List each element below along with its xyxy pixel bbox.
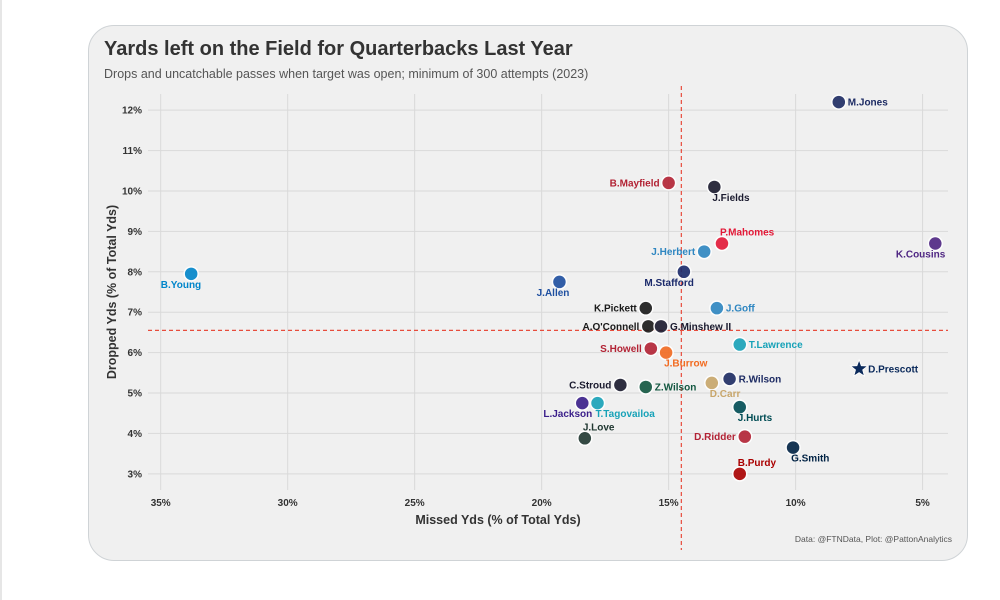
qb-label: J.Love bbox=[583, 422, 615, 433]
qb-label: L.Jackson bbox=[543, 409, 592, 420]
qb-label: K.Cousins bbox=[896, 250, 946, 261]
qb-label: R.Wilson bbox=[739, 374, 782, 385]
x-tick-label: 35% bbox=[151, 498, 171, 509]
chart-subtitle: Drops and uncatchable passes when target… bbox=[104, 67, 589, 81]
qb-label: P.Mahomes bbox=[720, 228, 775, 239]
qb-label: D.Carr bbox=[710, 389, 741, 400]
team-logo-marker bbox=[731, 399, 748, 415]
team-logo-marker bbox=[737, 428, 753, 445]
y-tick-label: 5% bbox=[128, 389, 143, 400]
qb-label: G.Smith bbox=[791, 454, 829, 465]
qb-label: M.Jones bbox=[848, 98, 888, 109]
qb-label: T.Tagovailoa bbox=[596, 409, 656, 420]
qb-label: B.Young bbox=[161, 280, 201, 291]
x-tick-label: 20% bbox=[532, 498, 552, 509]
qb-label: B.Purdy bbox=[738, 458, 777, 469]
team-logo-marker bbox=[577, 430, 593, 447]
y-tick-label: 11% bbox=[123, 146, 143, 157]
qb-label: C.Stroud bbox=[569, 380, 611, 391]
team-logo-marker bbox=[638, 300, 654, 316]
y-tick-label: 8% bbox=[128, 267, 143, 278]
y-tick-label: 7% bbox=[128, 308, 143, 319]
qb-label: T.Lawrence bbox=[749, 340, 803, 351]
x-tick-label: 10% bbox=[786, 498, 806, 509]
qb-label: J.Hurts bbox=[738, 413, 773, 424]
y-tick-label: 10% bbox=[122, 186, 142, 197]
y-tick-label: 12% bbox=[122, 106, 142, 117]
team-logo-marker bbox=[731, 466, 748, 482]
qb-label: B.Mayfield bbox=[610, 178, 660, 189]
chart-title: Yards left on the Field for Quarterbacks… bbox=[104, 38, 573, 60]
y-axis-label: Dropped Yds (% of Total Yds) bbox=[105, 205, 119, 379]
chart-card bbox=[88, 25, 968, 561]
qb-label: D.Ridder bbox=[694, 432, 736, 443]
qb-label: G.Minshew II bbox=[670, 322, 731, 333]
team-logo-star-marker bbox=[849, 358, 869, 378]
x-tick-label: 25% bbox=[405, 498, 425, 509]
team-logo-marker bbox=[676, 264, 692, 280]
team-logo-marker bbox=[785, 439, 801, 456]
x-tick-label: 15% bbox=[659, 498, 679, 509]
team-logo-marker bbox=[704, 375, 720, 391]
team-logo-marker bbox=[653, 318, 669, 335]
qb-label: Z.Wilson bbox=[655, 382, 697, 393]
team-logo-marker bbox=[709, 300, 725, 316]
page-left-edge bbox=[0, 0, 2, 600]
x-tick-label: 5% bbox=[915, 498, 930, 509]
team-logo-marker bbox=[660, 175, 677, 191]
y-tick-label: 6% bbox=[128, 348, 143, 359]
x-axis-label: Missed Yds (% of Total Yds) bbox=[415, 513, 580, 527]
qb-label: J.Herbert bbox=[651, 247, 696, 258]
y-tick-label: 4% bbox=[128, 429, 143, 440]
qb-label: D.Prescott bbox=[868, 364, 919, 375]
team-logo-marker bbox=[638, 379, 654, 395]
qb-label: M.Stafford bbox=[644, 278, 693, 289]
qb-label: J.Burrow bbox=[664, 359, 708, 370]
x-tick-label: 30% bbox=[278, 498, 298, 509]
team-logo-marker bbox=[831, 94, 847, 110]
team-logo-marker bbox=[714, 235, 730, 252]
team-logo-marker bbox=[183, 266, 199, 282]
qb-label: K.Pickett bbox=[594, 304, 637, 315]
team-logo-marker bbox=[721, 371, 738, 387]
y-tick-label: 3% bbox=[128, 469, 143, 480]
team-logo-marker bbox=[696, 243, 712, 260]
qb-label: J.Allen bbox=[537, 288, 570, 299]
qb-label: S.Howell bbox=[600, 344, 642, 355]
team-logo-marker bbox=[731, 336, 748, 353]
team-logo-marker bbox=[643, 340, 659, 357]
chart-credit: Data: @FTNData, Plot: @PattonAnalytics bbox=[794, 534, 952, 544]
qb-label: J.Goff bbox=[726, 304, 756, 315]
team-logo-marker bbox=[551, 274, 568, 290]
team-logo-marker bbox=[658, 344, 674, 361]
team-logo-marker bbox=[574, 395, 591, 411]
qb-label: J.Fields bbox=[712, 193, 750, 204]
qb-label: A.O'Connell bbox=[582, 322, 639, 333]
team-logo-marker bbox=[706, 179, 723, 195]
y-tick-label: 9% bbox=[128, 227, 143, 238]
team-logo-marker bbox=[640, 318, 657, 335]
team-logo-marker bbox=[589, 395, 606, 411]
team-logo-marker bbox=[927, 235, 944, 252]
team-logo-marker bbox=[612, 377, 629, 393]
